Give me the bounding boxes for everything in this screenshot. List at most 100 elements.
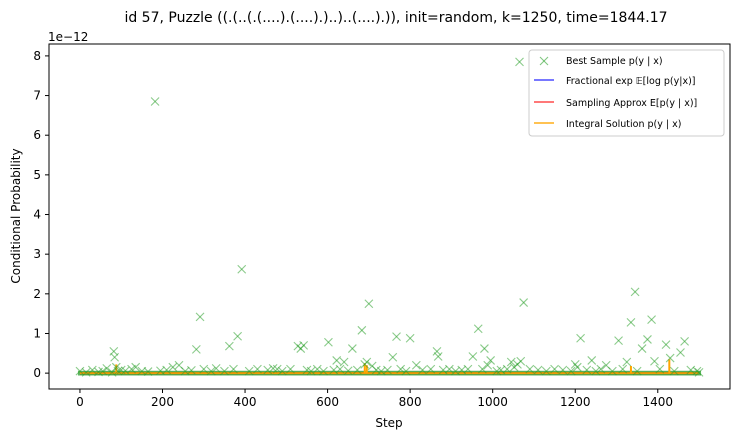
best-sample-point xyxy=(680,337,689,346)
best-sample-point xyxy=(661,340,671,349)
best-sample-point xyxy=(626,317,636,327)
best-sample-point xyxy=(506,357,516,367)
best-sample-point xyxy=(643,335,652,344)
best-sample-point xyxy=(418,365,427,375)
best-sample-point xyxy=(614,336,623,346)
best-sample-point xyxy=(347,344,357,353)
best-sample-point xyxy=(483,360,493,370)
best-sample-point xyxy=(319,366,328,376)
x-tick-label: 600 xyxy=(316,395,339,409)
best-sample-point xyxy=(392,332,401,342)
y-axis-label: Conditional Probability xyxy=(9,148,23,283)
best-sample-point xyxy=(220,366,229,376)
best-sample-point xyxy=(272,364,282,374)
best-sample-point xyxy=(211,363,221,373)
best-sample-point xyxy=(339,357,349,367)
x-axis: 0 200 400 600 800 1000 1200 1400 xyxy=(76,389,673,409)
best-sample-point xyxy=(582,365,592,375)
best-sample-point xyxy=(286,364,295,374)
best-sample-point xyxy=(224,341,234,351)
y-scale-label: 1e−12 xyxy=(48,30,88,44)
best-sample-point xyxy=(618,364,628,374)
best-sample-point xyxy=(516,356,526,366)
best-sample-point xyxy=(191,344,201,354)
best-sample-point xyxy=(162,365,172,375)
best-sample-point xyxy=(401,366,411,376)
chart-title: id 57, Puzzle ((.(..(.(....).(....).)..)… xyxy=(124,10,667,26)
best-sample-point xyxy=(676,348,685,357)
best-sample-point xyxy=(426,364,436,374)
best-sample-point xyxy=(647,315,656,324)
best-sample-point xyxy=(187,365,196,375)
y-tick-label: 0 xyxy=(33,366,41,380)
best-sample-point xyxy=(253,364,262,374)
best-sample-point xyxy=(480,344,489,353)
best-sample-point xyxy=(229,364,238,374)
best-sample-point xyxy=(143,367,153,376)
best-sample-point xyxy=(533,365,543,375)
y-tick-label: 7 xyxy=(33,89,41,103)
best-sample-point xyxy=(335,364,345,374)
best-sample-point xyxy=(622,357,632,367)
best-sample-point xyxy=(502,364,512,374)
best-sample-point xyxy=(515,57,524,67)
best-sample-point xyxy=(150,97,160,106)
best-sample-point xyxy=(558,365,568,375)
best-sample-point xyxy=(432,346,442,356)
legend-label-integral: Integral Solution p(y | x) xyxy=(566,119,681,130)
best-sample-point xyxy=(566,366,576,376)
best-sample-point xyxy=(383,365,392,375)
best-sample-point xyxy=(113,366,123,376)
best-sample-point xyxy=(486,356,496,365)
best-sample-point xyxy=(477,364,487,374)
x-tick-label: 1200 xyxy=(560,395,591,409)
series-layer xyxy=(75,57,704,377)
x-tick-label: 0 xyxy=(76,395,84,409)
legend-label-fractional: Fractional exp 𝔼[log p(y|x)] xyxy=(566,76,695,87)
y-tick-label: 3 xyxy=(33,247,41,261)
best-sample-point xyxy=(199,364,209,374)
best-sample-point xyxy=(468,352,478,361)
best-sample-point xyxy=(168,362,178,372)
best-sample-point xyxy=(444,364,454,374)
best-sample-point xyxy=(630,287,640,297)
best-sample-point xyxy=(433,352,443,361)
best-sample-point xyxy=(572,362,582,372)
best-sample-point xyxy=(473,324,483,334)
best-sample-point xyxy=(692,366,702,376)
best-sample-point xyxy=(405,333,415,343)
best-sample-point xyxy=(396,364,406,374)
best-sample-point xyxy=(324,337,333,347)
best-sample-point xyxy=(637,344,647,353)
y-tick-label: 6 xyxy=(33,128,41,142)
best-sample-point xyxy=(131,362,141,372)
legend-marker-best-sample xyxy=(539,56,549,66)
x-tick-label: 400 xyxy=(234,395,257,409)
best-sample-point xyxy=(650,356,659,366)
y-tick-label: 1 xyxy=(33,326,41,340)
best-sample-point xyxy=(587,356,597,365)
x-tick-label: 200 xyxy=(151,395,174,409)
best-sample-point xyxy=(277,366,287,376)
legend-box xyxy=(528,49,725,137)
x-tick-label: 1400 xyxy=(642,395,673,409)
best-sample-point xyxy=(352,365,362,375)
best-sample-point xyxy=(541,366,551,376)
best-sample-point xyxy=(550,364,559,374)
best-sample-point xyxy=(576,333,585,343)
y-tick-label: 2 xyxy=(33,287,41,301)
best-sample-point xyxy=(332,356,342,365)
best-sample-point xyxy=(607,366,617,376)
best-sample-point xyxy=(463,364,473,374)
x-tick-label: 800 xyxy=(399,395,422,409)
best-sample-point xyxy=(233,331,243,341)
legend: Best Sample p(y | x) Fractional exp 𝔼[lo… xyxy=(528,49,725,137)
best-sample-point xyxy=(206,366,216,376)
best-sample-point xyxy=(525,364,535,374)
legend-label-best-sample: Best Sample p(y | x) xyxy=(566,56,663,67)
best-sample-point xyxy=(299,340,309,350)
best-sample-point xyxy=(632,366,642,376)
best-sample-point xyxy=(98,366,108,376)
best-sample-point xyxy=(237,264,247,274)
